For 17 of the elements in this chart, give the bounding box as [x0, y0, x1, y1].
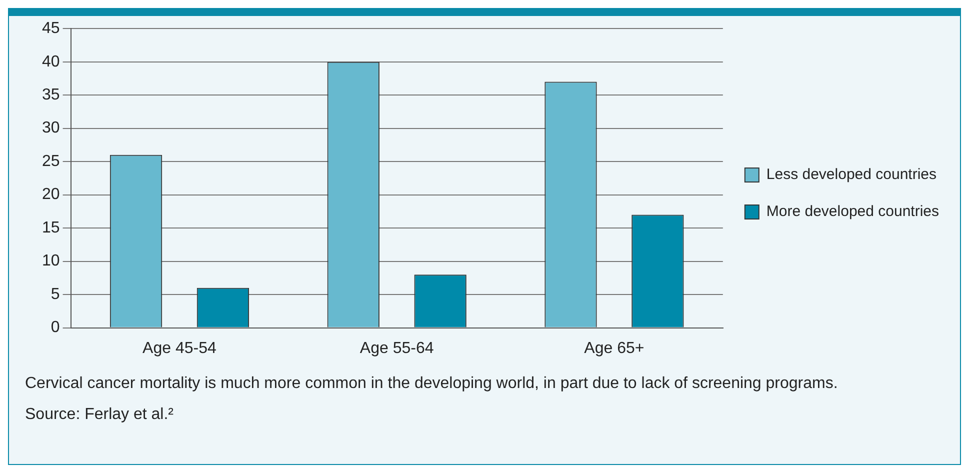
- y-tick-label: 0: [50, 319, 60, 336]
- y-tick-label: 15: [42, 219, 60, 236]
- y-tick-label: 25: [42, 152, 60, 170]
- y-tick-label: 30: [42, 120, 60, 137]
- text: Cervical cancer mortality is much more common in the developing world, in part due to lack of screening programs.: [25, 374, 839, 394]
- x-tick-label: Age 65+: [584, 340, 644, 357]
- y-tick-label: 45: [42, 20, 60, 38]
- x-tick-label: Age 55-64: [360, 340, 434, 357]
- x-tick-label: Age 45-54: [142, 340, 216, 357]
- legend-label: More developed countries: [766, 203, 940, 220]
- y-tick-label: 40: [42, 53, 60, 70]
- y-tick-label: 35: [42, 86, 60, 104]
- y-tick-label: 10: [42, 252, 60, 270]
- legend-label: Less developed countries: [766, 166, 937, 184]
- y-tick-label: 5: [50, 286, 60, 303]
- source-note: Source: Ferlay et al.²: [25, 405, 174, 425]
- y-tick-label: 20: [42, 186, 60, 204]
